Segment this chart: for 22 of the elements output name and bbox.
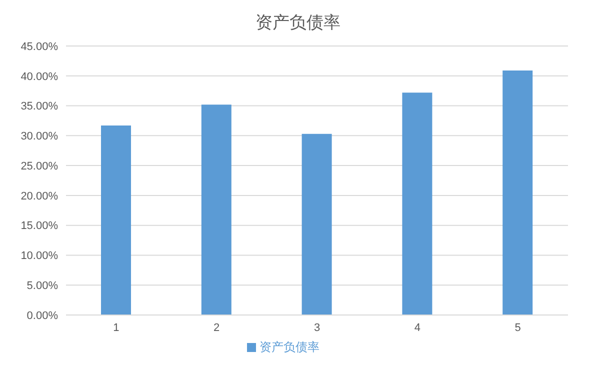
bar — [201, 104, 232, 315]
y-tick-label: 5.00% — [26, 280, 58, 292]
legend-label: 资产负债率 — [260, 340, 320, 354]
y-tick-label: 40.00% — [20, 70, 58, 83]
bar — [402, 92, 432, 315]
bar — [302, 134, 332, 315]
x-tick-label: 3 — [314, 322, 320, 334]
y-tick-label: 45.00% — [20, 40, 58, 53]
y-tick-label: 30.00% — [20, 130, 58, 143]
bar — [101, 126, 131, 315]
bar — [502, 70, 533, 315]
x-tick-label: 1 — [113, 322, 120, 334]
y-tick-label: 0.00% — [26, 310, 58, 322]
x-tick-label: 5 — [514, 322, 521, 334]
y-tick-label: 35.00% — [20, 100, 58, 113]
y-tick-label: 25.00% — [20, 160, 58, 172]
y-tick-label: 20.00% — [20, 190, 58, 202]
y-tick-label: 15.00% — [20, 220, 58, 232]
y-tick-label: 10.00% — [20, 250, 58, 262]
x-tick-label: 4 — [414, 322, 420, 334]
x-tick-label: 2 — [214, 322, 220, 334]
chart-title: 资产负债率 — [254, 12, 342, 35]
